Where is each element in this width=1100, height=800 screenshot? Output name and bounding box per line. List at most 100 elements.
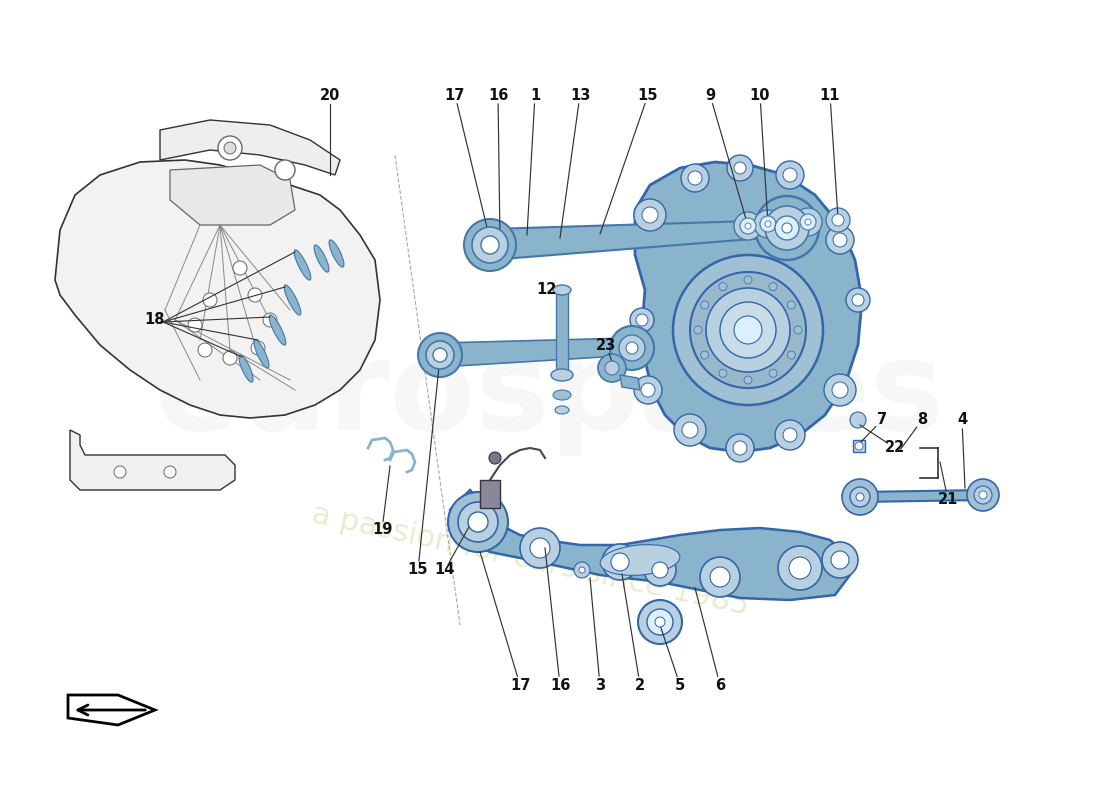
Circle shape xyxy=(218,136,242,160)
Polygon shape xyxy=(440,338,635,367)
Text: 6: 6 xyxy=(715,678,725,693)
Circle shape xyxy=(634,199,665,231)
Circle shape xyxy=(426,341,454,369)
Circle shape xyxy=(788,351,795,359)
Circle shape xyxy=(520,528,560,568)
Circle shape xyxy=(733,441,747,455)
Text: 22: 22 xyxy=(884,441,905,455)
Circle shape xyxy=(574,562,590,578)
Circle shape xyxy=(224,142,236,154)
Ellipse shape xyxy=(601,545,680,575)
Polygon shape xyxy=(70,430,235,490)
Text: 23: 23 xyxy=(596,338,616,353)
Polygon shape xyxy=(490,220,790,260)
Circle shape xyxy=(638,600,682,644)
Circle shape xyxy=(783,168,798,182)
Text: 11: 11 xyxy=(820,87,840,102)
Polygon shape xyxy=(55,160,380,418)
Circle shape xyxy=(719,370,727,378)
Circle shape xyxy=(826,208,850,232)
Text: 8: 8 xyxy=(917,413,927,427)
Circle shape xyxy=(754,210,782,238)
Circle shape xyxy=(681,164,710,192)
Polygon shape xyxy=(620,375,640,390)
Circle shape xyxy=(727,155,754,181)
Text: 17: 17 xyxy=(444,87,465,102)
Circle shape xyxy=(778,546,822,590)
Circle shape xyxy=(974,486,992,504)
Circle shape xyxy=(634,376,662,404)
Circle shape xyxy=(967,479,999,511)
Text: 10: 10 xyxy=(750,87,770,102)
Circle shape xyxy=(764,221,771,227)
Circle shape xyxy=(418,333,462,377)
Circle shape xyxy=(734,212,762,240)
Circle shape xyxy=(602,544,638,580)
Circle shape xyxy=(647,609,673,635)
Text: 19: 19 xyxy=(372,522,393,538)
Circle shape xyxy=(850,487,870,507)
Circle shape xyxy=(223,351,236,365)
Circle shape xyxy=(740,218,756,234)
Circle shape xyxy=(979,491,987,499)
Circle shape xyxy=(769,370,777,378)
Circle shape xyxy=(248,288,262,302)
Text: 9: 9 xyxy=(705,87,715,102)
Circle shape xyxy=(830,551,849,569)
Circle shape xyxy=(114,466,126,478)
Circle shape xyxy=(630,308,654,332)
Circle shape xyxy=(776,161,804,189)
Circle shape xyxy=(832,382,848,398)
Circle shape xyxy=(626,342,638,354)
Ellipse shape xyxy=(553,390,571,400)
Circle shape xyxy=(619,335,645,361)
Circle shape xyxy=(783,428,798,442)
Ellipse shape xyxy=(270,315,286,345)
Circle shape xyxy=(700,557,740,597)
Circle shape xyxy=(846,288,870,312)
Circle shape xyxy=(701,301,708,309)
Circle shape xyxy=(472,227,508,263)
Circle shape xyxy=(263,313,277,327)
Circle shape xyxy=(776,216,799,240)
Text: 15: 15 xyxy=(638,87,658,102)
Text: 18: 18 xyxy=(145,313,165,327)
Circle shape xyxy=(719,282,727,290)
Circle shape xyxy=(720,302,775,358)
Text: 4: 4 xyxy=(957,413,967,427)
Circle shape xyxy=(433,348,447,362)
Circle shape xyxy=(490,452,500,464)
Circle shape xyxy=(760,216,775,232)
Text: 2: 2 xyxy=(635,678,645,693)
Text: 5: 5 xyxy=(675,678,685,693)
Circle shape xyxy=(850,412,866,428)
Circle shape xyxy=(598,354,626,382)
Polygon shape xyxy=(160,120,340,175)
Circle shape xyxy=(636,314,648,326)
Circle shape xyxy=(856,493,864,501)
Circle shape xyxy=(782,223,792,233)
Circle shape xyxy=(764,206,808,250)
Polygon shape xyxy=(170,165,295,225)
Ellipse shape xyxy=(284,285,300,315)
Circle shape xyxy=(805,219,811,225)
Text: 7: 7 xyxy=(877,413,887,427)
Circle shape xyxy=(682,422,698,438)
Circle shape xyxy=(710,567,730,587)
Circle shape xyxy=(688,171,702,185)
Circle shape xyxy=(644,554,676,586)
Circle shape xyxy=(855,442,864,450)
Text: 21: 21 xyxy=(938,493,958,507)
Circle shape xyxy=(789,557,811,579)
Polygon shape xyxy=(68,695,155,725)
Circle shape xyxy=(745,223,751,229)
Text: a passion for cars since 1985: a passion for cars since 1985 xyxy=(309,499,751,621)
Ellipse shape xyxy=(556,406,569,414)
Circle shape xyxy=(734,162,746,174)
Circle shape xyxy=(251,341,265,355)
Circle shape xyxy=(794,208,822,236)
Ellipse shape xyxy=(551,369,573,381)
Circle shape xyxy=(204,293,217,307)
Circle shape xyxy=(744,376,752,384)
Circle shape xyxy=(744,276,752,284)
